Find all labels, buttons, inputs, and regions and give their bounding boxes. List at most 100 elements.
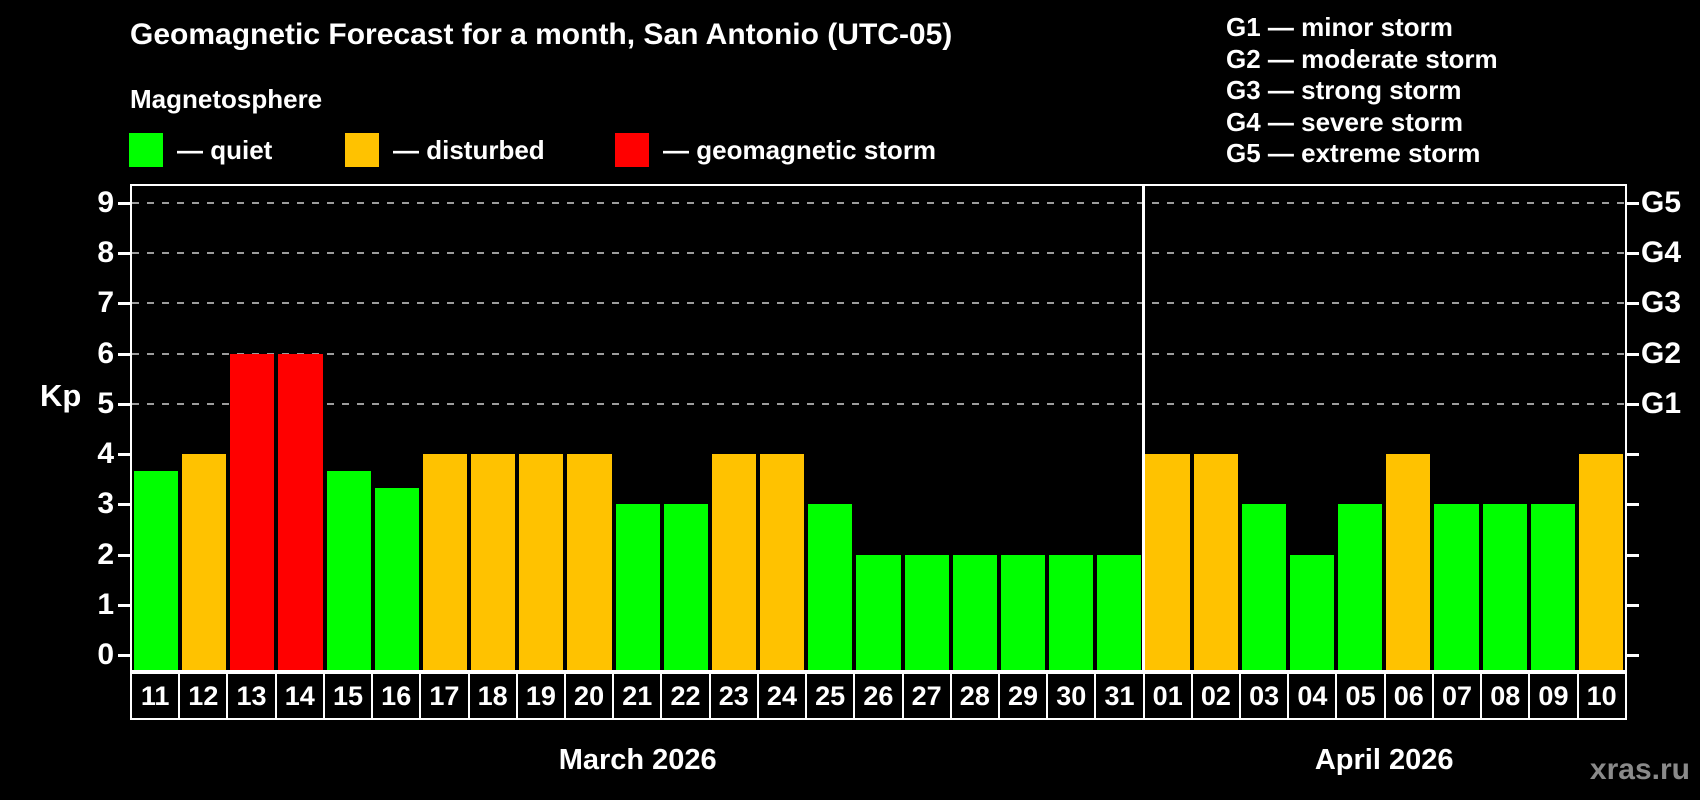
date-cell-12: 12	[178, 674, 227, 718]
right-axis-tick-8	[1627, 252, 1639, 256]
month-boundary-line	[1142, 186, 1146, 670]
y-axis-title: Kp	[40, 378, 82, 413]
magnetosphere-legend: — quiet — disturbed — geomagnetic storm	[0, 133, 1700, 167]
right-axis-tick-2	[1627, 553, 1639, 557]
right-axis-label-g1: G1	[1641, 386, 1682, 420]
date-cell-19: 19	[515, 674, 564, 718]
right-axis-tick-4	[1627, 453, 1639, 457]
magnetosphere-legend-heading: Magnetosphere	[130, 84, 323, 114]
kp-bar-13	[230, 353, 275, 670]
bar-slot-11	[132, 470, 180, 670]
left-axis-tick-4	[118, 453, 130, 457]
legend-item-label: — disturbed	[393, 135, 545, 165]
kp-bar-07	[1434, 504, 1479, 670]
date-cell-02: 02	[1190, 674, 1240, 718]
kp-bar-24	[760, 454, 805, 670]
kp-bar-21	[615, 504, 660, 670]
storm-scale-line-g1: G1 — minor storm	[1226, 12, 1453, 42]
kp-bar-22	[663, 504, 708, 670]
kp-bar-31	[1097, 554, 1142, 670]
date-cell-18: 18	[467, 674, 516, 718]
bar-slot-06	[1384, 454, 1432, 670]
kp-bar-20	[567, 454, 612, 670]
kp-bar-14	[278, 353, 323, 670]
left-axis-tick-0	[118, 653, 130, 657]
bar-slot-10	[1577, 454, 1625, 670]
kp-bar-02	[1193, 454, 1238, 670]
date-cell-14: 14	[274, 674, 323, 718]
plot-area	[118, 184, 1639, 672]
kp-bar-25	[808, 504, 853, 670]
date-cell-16: 16	[371, 674, 420, 718]
kp-bar-06	[1386, 454, 1431, 670]
legend-item-disturbed: — disturbed	[345, 133, 545, 167]
bar-slot-29	[999, 554, 1047, 670]
date-cell-23: 23	[708, 674, 757, 718]
kp-bar-12	[182, 454, 227, 670]
right-axis-tick-1	[1627, 603, 1639, 607]
date-cell-29: 29	[997, 674, 1047, 718]
bar-slot-05	[1336, 504, 1384, 670]
bar-slot-28	[951, 554, 999, 670]
left-axis-tick-8	[118, 252, 130, 256]
right-axis-tick-5	[1627, 402, 1639, 406]
left-axis-tick-1	[118, 603, 130, 607]
x-axis-date-row: 11 12 13 14 15 16 17 18 19 20 21 22 23 24 25 26 27 28 29 30…	[130, 672, 1627, 720]
bar-slot-19	[517, 454, 565, 670]
kp-bar-19	[519, 454, 564, 670]
gridline-kp-5	[132, 402, 1625, 405]
y-axis-label-3: 3	[97, 487, 114, 521]
kp-bar-27	[904, 554, 949, 670]
bar-slot-02	[1192, 454, 1240, 670]
date-cell-24: 24	[756, 674, 806, 718]
legend-item-storm: — geomagnetic storm	[615, 133, 936, 167]
disturbed-swatch-icon	[345, 133, 379, 167]
right-axis-label-g5: G5	[1641, 186, 1682, 219]
date-cell-27: 27	[901, 674, 950, 718]
kp-bar-15	[326, 470, 371, 670]
kp-bar-04	[1289, 554, 1335, 670]
kp-bar-26	[856, 554, 901, 670]
right-axis-tick-6	[1627, 352, 1639, 356]
date-cell-06: 06	[1383, 674, 1432, 718]
date-cell-22: 22	[660, 674, 709, 718]
date-cell-20: 20	[563, 674, 613, 718]
bar-slot-04	[1288, 554, 1336, 670]
bar-slot-12	[180, 454, 228, 670]
kp-bar-01	[1145, 454, 1190, 670]
kp-bar-17	[422, 454, 468, 670]
y-axis-label-9: 9	[97, 186, 114, 219]
y-axis-label-7: 7	[97, 286, 114, 320]
left-axis-tick-2	[118, 553, 130, 557]
right-axis-label-g2: G2	[1641, 336, 1682, 370]
date-cell-11: 11	[132, 674, 179, 718]
bar-slot-17	[421, 454, 469, 670]
storm-scale-line-g3: G3 — strong storm	[1226, 75, 1462, 105]
bar-slot-03	[1240, 504, 1288, 670]
quiet-swatch-icon	[129, 133, 163, 167]
left-axis-tick-7	[118, 302, 130, 306]
bar-slot-26	[854, 554, 902, 670]
left-axis-tick-3	[118, 503, 130, 507]
right-axis-label-g4: G4	[1641, 236, 1682, 270]
y-axis-label-2: 2	[97, 537, 114, 571]
storm-scale-line-g5: G5 — extreme storm	[1226, 138, 1481, 168]
gridline-kp-8	[132, 252, 1625, 255]
kp-bar-29	[1000, 554, 1046, 670]
bar-slot-22	[662, 504, 710, 670]
left-axis-tick-6	[118, 352, 130, 356]
storm-scale-legend: G1 — minor storm G2 — moderate storm G3 — …	[1226, 12, 1498, 170]
date-cell-21: 21	[612, 674, 661, 718]
y-axis-label-6: 6	[97, 336, 114, 370]
kp-bar-05	[1338, 504, 1383, 670]
bar-slot-24	[758, 454, 806, 670]
legend-item-label: — quiet	[177, 135, 273, 165]
y-axis-label-4: 4	[97, 437, 114, 471]
bar-slot-18	[469, 454, 517, 670]
kp-bar-23	[711, 454, 757, 670]
y-axis-label-8: 8	[97, 236, 114, 270]
right-axis-label-g3: G3	[1641, 286, 1682, 320]
date-cell-03: 03	[1239, 674, 1288, 718]
bar-slot-27	[903, 554, 951, 670]
